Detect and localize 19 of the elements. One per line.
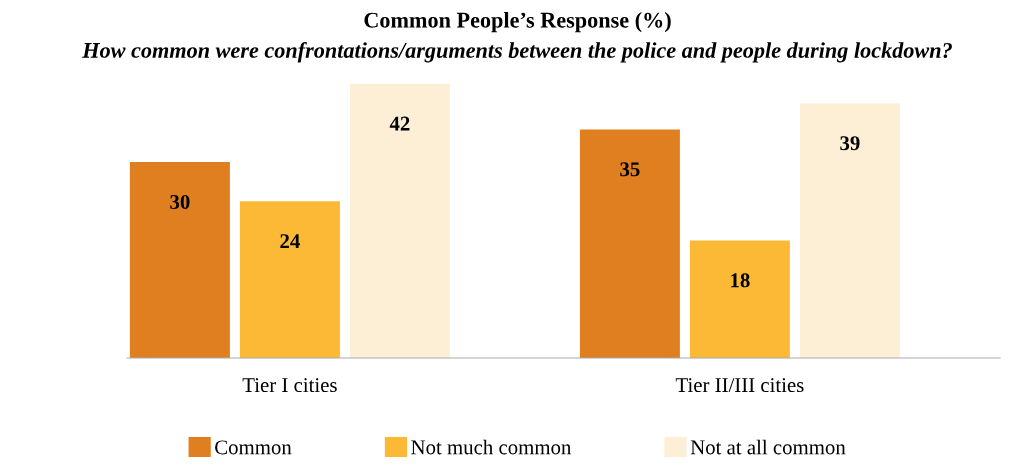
data-label: 30 xyxy=(170,194,190,209)
bar xyxy=(689,240,790,358)
data-label: 35 xyxy=(620,162,640,177)
chart-subtitle: How common were confrontations/arguments between the police and people during lockdown? xyxy=(82,42,952,63)
chart-title: Common People’s Response (%) xyxy=(364,12,671,33)
data-label: 42 xyxy=(389,116,410,131)
bar xyxy=(129,162,230,358)
legend-label: Not much common xyxy=(411,439,572,455)
x-tick-label: Tier I cities xyxy=(242,378,337,393)
bar xyxy=(799,103,900,358)
data-label: 18 xyxy=(731,273,750,288)
bar xyxy=(349,83,450,358)
legend-label: Not at all common xyxy=(690,439,846,455)
bar xyxy=(579,129,680,358)
data-label: 24 xyxy=(280,234,300,248)
x-tick-label: Tier II/III cities xyxy=(675,378,804,393)
data-label: 39 xyxy=(840,136,860,151)
bar xyxy=(239,201,340,358)
legend-label: Common xyxy=(215,440,292,455)
